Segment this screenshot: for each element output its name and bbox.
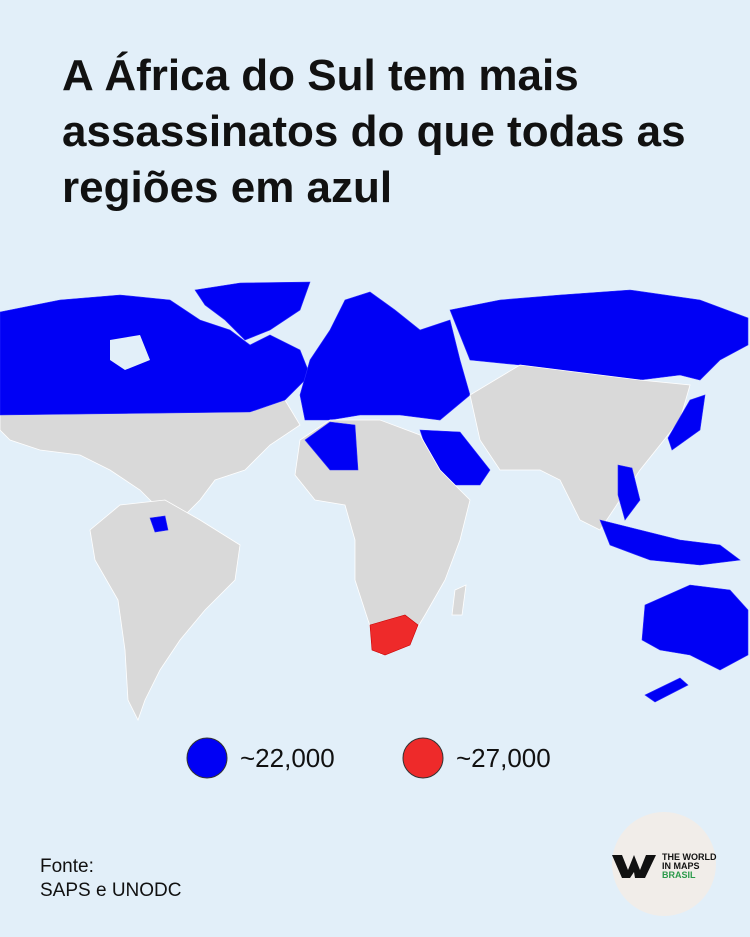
russia — [449, 289, 749, 381]
south-america — [89, 499, 241, 722]
asia — [469, 364, 691, 531]
legend-swatch — [402, 737, 444, 779]
japan — [667, 394, 706, 451]
hudson — [110, 335, 150, 370]
source-heading: Fonte: — [40, 856, 94, 877]
australia — [641, 584, 749, 671]
greenland — [194, 281, 311, 341]
logo-text: IN MAPS — [662, 861, 700, 871]
africa — [294, 419, 471, 656]
logo-text: BRASIL — [662, 870, 696, 880]
madagascar — [451, 584, 467, 616]
source-text: SAPS e UNODC — [40, 880, 182, 901]
algeria — [304, 421, 359, 471]
logo-badge — [612, 812, 716, 916]
new-zealand — [644, 677, 689, 703]
title: A África do Sul tem mais assassinatos do… — [62, 51, 686, 212]
guiana — [149, 515, 169, 533]
legend-label: ~27,000 — [456, 743, 551, 773]
legend-label: ~22,000 — [240, 743, 335, 773]
canada — [0, 294, 311, 416]
legend-swatch — [186, 737, 228, 779]
south-africa — [369, 614, 419, 656]
indonesia — [599, 519, 741, 566]
logo-mark — [612, 855, 656, 878]
europe — [299, 291, 471, 421]
logo-text: THE WORLD — [662, 852, 717, 862]
indochina — [617, 464, 641, 521]
